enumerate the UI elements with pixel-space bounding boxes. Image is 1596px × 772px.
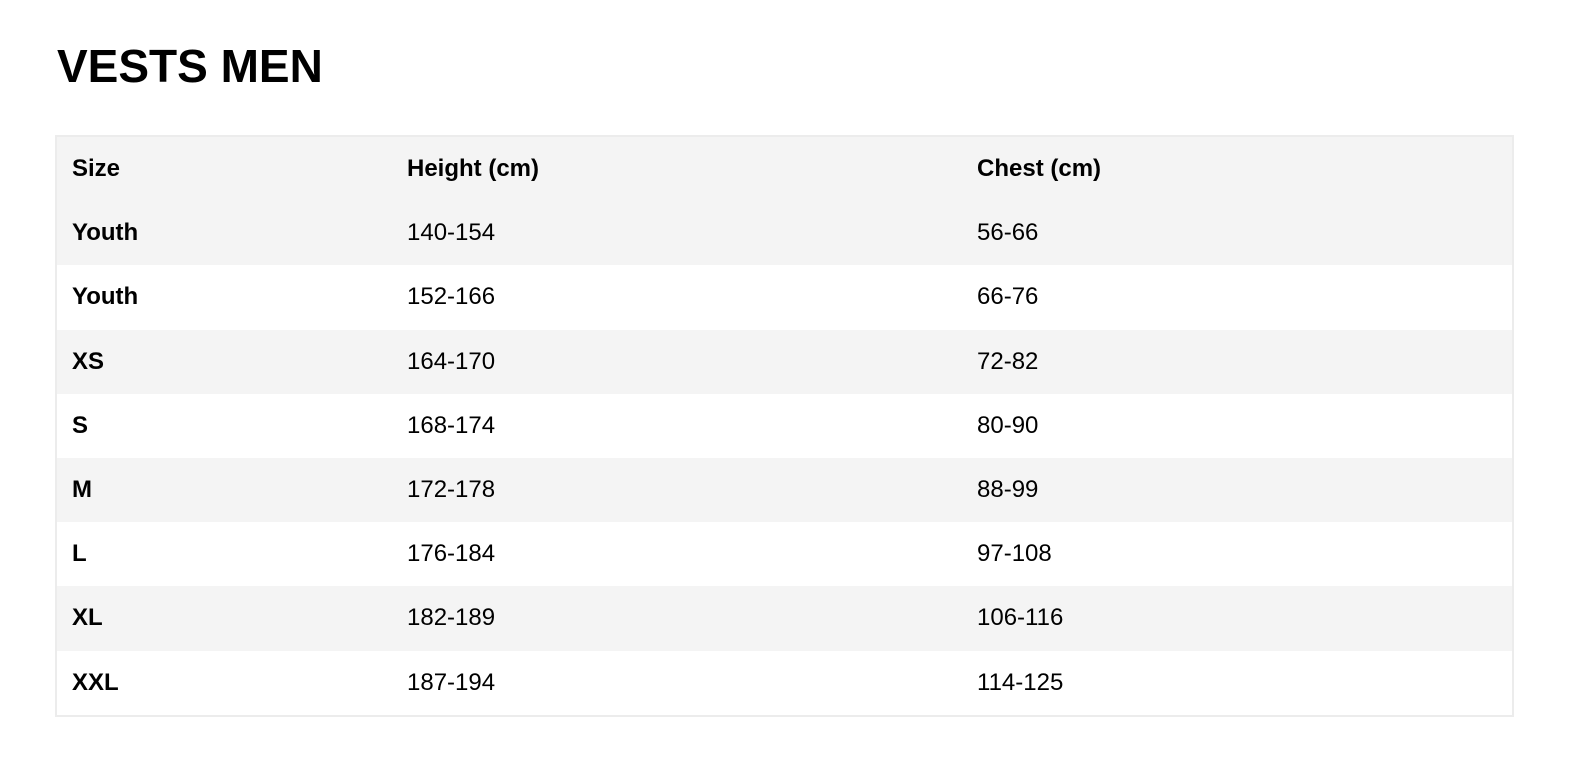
table-header-row: Size Height (cm) Chest (cm): [57, 137, 1512, 202]
cell-chest: 88-99: [977, 476, 1039, 504]
cell-chest: 66-76: [977, 283, 1039, 311]
cell-height: 140-154: [407, 219, 496, 247]
cell-height: 164-170: [407, 347, 496, 375]
header-height: Height (cm): [407, 155, 539, 183]
cell-chest: 56-66: [977, 219, 1039, 247]
table-row: XXL 187-194 114-125: [57, 651, 1512, 715]
cell-height: 172-178: [407, 476, 496, 504]
cell-size: M: [72, 476, 92, 504]
table-row: L 176-184 97-108: [57, 522, 1512, 586]
cell-height: 187-194: [407, 668, 496, 696]
cell-chest: 114-125: [977, 668, 1064, 696]
cell-size: XXL: [72, 668, 119, 696]
cell-size: Youth: [72, 219, 139, 247]
cell-size: XL: [72, 604, 103, 632]
cell-height: 176-184: [407, 540, 496, 568]
header-size: Size: [72, 155, 121, 183]
table-row: XL 182-189 106-116: [57, 586, 1512, 651]
cell-chest: 72-82: [977, 347, 1039, 375]
cell-chest: 80-90: [977, 411, 1039, 439]
header-chest: Chest (cm): [977, 155, 1102, 183]
page-title: VESTS MEN: [57, 40, 323, 92]
cell-size: XS: [72, 347, 105, 375]
table-row: XS 164-170 72-82: [57, 329, 1512, 394]
table-row: M 172-178 88-99: [57, 457, 1512, 523]
size-chart-table: Size Height (cm) Chest (cm) Youth 140-154…: [55, 135, 1514, 717]
table-row: Youth 140-154 56-66: [57, 201, 1512, 266]
cell-chest: 106-116: [977, 604, 1064, 632]
cell-size: Youth: [72, 283, 139, 311]
cell-size: S: [72, 411, 89, 439]
table-row: Youth 152-166 66-76: [57, 265, 1512, 329]
cell-size: L: [72, 540, 87, 568]
cell-height: 152-166: [407, 283, 496, 311]
cell-chest: 97-108: [977, 540, 1052, 568]
cell-height: 168-174: [407, 411, 496, 439]
table-row: S 168-174 80-90: [57, 394, 1512, 458]
cell-height: 182-189: [407, 604, 496, 632]
